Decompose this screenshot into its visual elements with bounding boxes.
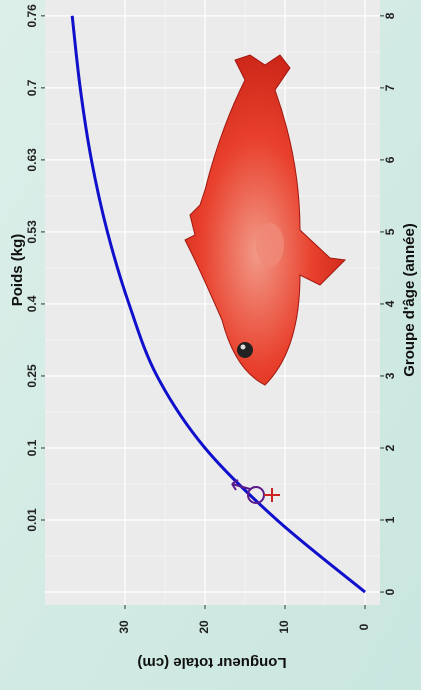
x-tick-label: 4 <box>383 300 397 307</box>
x-tick-label: 1 <box>383 516 397 523</box>
x2-tick-label: 0.25 <box>25 364 39 388</box>
y-tick-label: 10 <box>277 620 291 634</box>
female-symbol <box>231 479 280 504</box>
x-tick-label: 6 <box>383 156 397 163</box>
x-tick-label: 8 <box>383 12 397 19</box>
x-tick-label: 0 <box>383 588 397 595</box>
x2-tick-label: 0.63 <box>25 148 39 172</box>
x2-tick-label: 0.76 <box>25 4 39 28</box>
plot-panel <box>45 0 380 605</box>
y-tick-label: 30 <box>117 620 131 634</box>
x2-tick-label: 0.01 <box>25 508 39 532</box>
y-tick-label: 0 <box>357 623 371 630</box>
x-tick-label: 5 <box>383 228 397 235</box>
y-tick-label: 20 <box>197 620 211 634</box>
growth-curve <box>70 15 366 594</box>
x-tick-label: 7 <box>383 84 397 91</box>
x2-tick-label: 0.4 <box>25 295 39 312</box>
y-axis-title: Longueur totale (cm) <box>137 654 286 671</box>
x-axis-title: Groupe d'âge (année) <box>401 223 418 377</box>
x2-tick-label: 0.1 <box>25 439 39 456</box>
x-tick-label: 2 <box>383 444 397 451</box>
x2-axis-title: Poids (kg) <box>9 234 26 307</box>
fish-photo <box>184 54 347 386</box>
x-tick-label: 3 <box>383 372 397 379</box>
x2-tick-label: 0.7 <box>25 79 39 96</box>
x2-tick-label: 0.53 <box>25 220 39 244</box>
